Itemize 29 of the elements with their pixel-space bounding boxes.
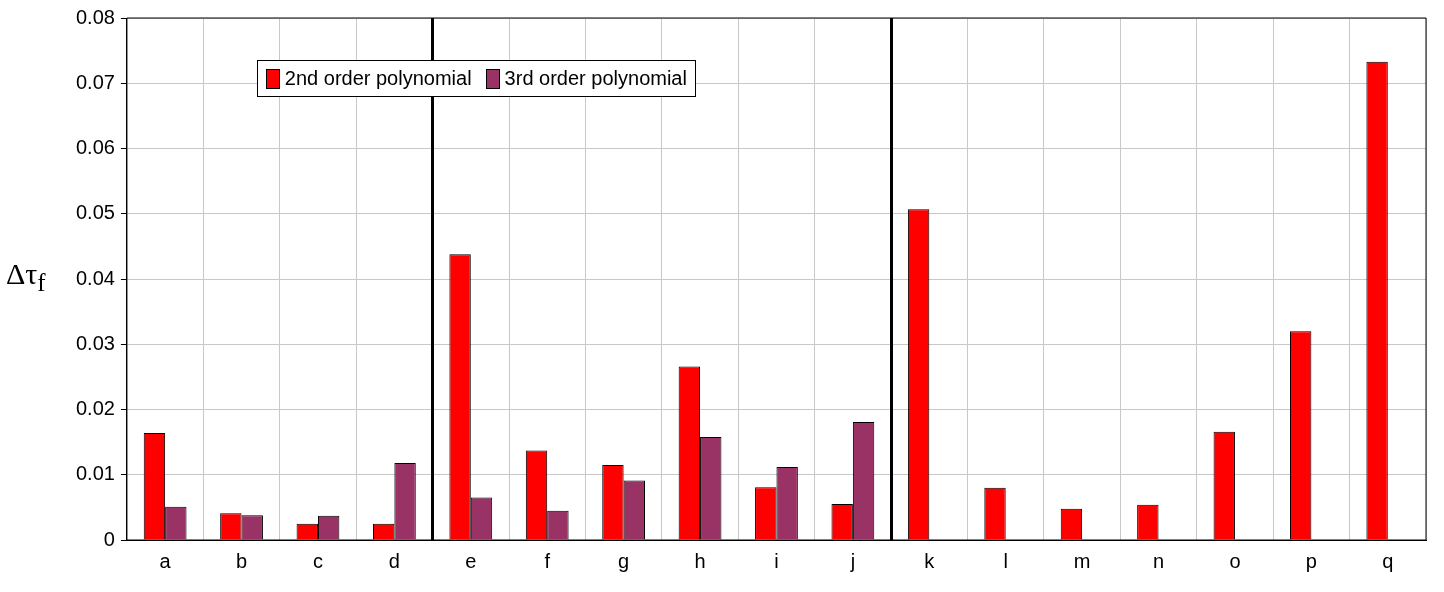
y-tick-label: 0.02 xyxy=(75,397,115,420)
x-tick-label: g xyxy=(618,549,630,572)
x-tick-label: c xyxy=(312,549,323,572)
x-tick-label: d xyxy=(388,549,400,572)
y-tick-label: 0.01 xyxy=(75,462,115,485)
x-tick-label: o xyxy=(1229,549,1241,572)
y-axis-title: Δτ$_{f}$ xyxy=(6,257,46,297)
y-tick-label: 0 xyxy=(103,527,115,550)
x-tick-label: f xyxy=(544,549,551,572)
x-tick-label: i xyxy=(774,549,779,572)
y-tick-label: 0.03 xyxy=(75,331,115,354)
x-tick-label: n xyxy=(1152,549,1165,572)
y-tick-label: 0.05 xyxy=(75,201,115,224)
legend-label: 2nd order polynomial xyxy=(283,66,472,90)
x-tick-label: k xyxy=(924,549,936,572)
x-tick-label: a xyxy=(159,549,172,572)
x-tick-label: e xyxy=(465,549,477,572)
x-tick-label: b xyxy=(235,549,248,572)
x-tick-label: p xyxy=(1305,549,1317,572)
x-tick-label: h xyxy=(694,549,706,572)
y-tick-label: 0.06 xyxy=(75,136,115,159)
x-tick-label: l xyxy=(1003,549,1008,572)
x-tick-label: m xyxy=(1073,549,1091,572)
legend-label: 3rd order polynomial xyxy=(503,66,687,90)
y-tick-label: 0.04 xyxy=(75,266,115,289)
y-tick-label: 0.08 xyxy=(75,5,115,28)
x-tick-label: j xyxy=(849,549,856,572)
y-tick-label: 0.07 xyxy=(75,70,115,93)
x-tick-label: q xyxy=(1382,549,1394,572)
